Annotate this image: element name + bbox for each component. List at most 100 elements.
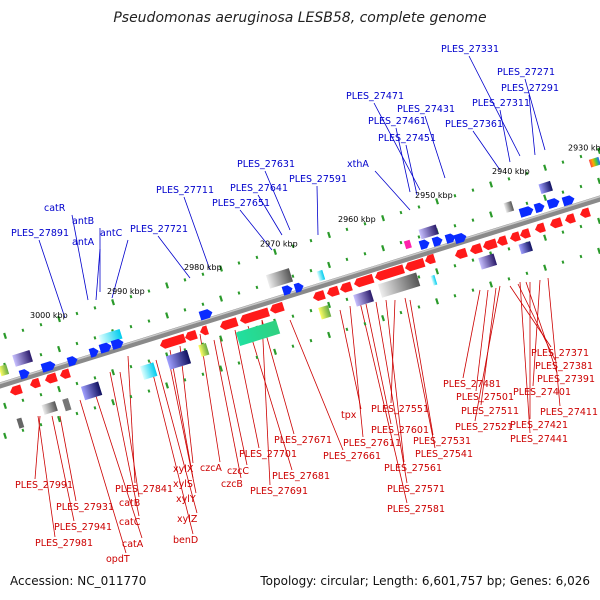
scale-tick	[39, 352, 43, 357]
bottom-gene-label[interactable]: PLES_27981	[35, 538, 93, 549]
scale-tick	[219, 265, 223, 272]
reverse-gene-arrow	[269, 301, 285, 314]
top-gene-label[interactable]: PLES_27631	[237, 159, 295, 170]
bottom-gene-label[interactable]: czcA	[200, 463, 222, 474]
top-gene-label[interactable]: antC	[100, 228, 123, 239]
leader-line	[167, 355, 197, 494]
bottom-gene-label[interactable]: PLES_27561	[384, 463, 442, 474]
forward-gene-arrow	[198, 309, 213, 321]
top-gene-label[interactable]: PLES_27471	[346, 91, 404, 102]
bottom-gene-label[interactable]: PLES_27501	[456, 392, 514, 403]
bottom-gene-label[interactable]: xylX	[173, 464, 194, 475]
top-gene-label[interactable]: PLES_27711	[156, 185, 214, 196]
bottom-gene-label[interactable]: PLES_27391	[537, 374, 595, 385]
bottom-gene-label[interactable]: PLES_27991	[15, 480, 73, 491]
scale-label: 2960 kbp	[338, 215, 376, 224]
top-gene-label[interactable]: PLES_27461	[368, 116, 426, 127]
reverse-gene-arrow	[496, 235, 508, 246]
leader-line	[339, 309, 362, 410]
bottom-gene-label[interactable]: PLES_27521	[455, 422, 513, 433]
top-gene-label[interactable]: PLES_27591	[289, 174, 347, 185]
bottom-gene-label[interactable]: czcC	[227, 466, 249, 477]
bottom-gene-label[interactable]: PLES_27691	[250, 486, 308, 497]
top-gene-label[interactable]: PLES_27291	[501, 83, 559, 94]
top-gene-label[interactable]: xthA	[347, 159, 369, 170]
bottom-gene-label[interactable]: PLES_27421	[510, 420, 568, 431]
bottom-gene-label[interactable]: PLES_27601	[371, 425, 429, 436]
bottom-gene-label[interactable]: catB	[119, 498, 140, 509]
top-gene-label[interactable]: antB	[72, 216, 94, 227]
leader-line	[424, 115, 446, 179]
bottom-gene-label[interactable]: PLES_27661	[323, 451, 381, 462]
bottom-gene-label[interactable]: PLES_27671	[274, 435, 332, 446]
bottom-gene-label[interactable]: xylS	[173, 479, 193, 490]
top-gene-label[interactable]: PLES_27271	[497, 67, 555, 78]
gc-block	[377, 272, 421, 298]
top-gene-label[interactable]: PLES_27891	[11, 228, 69, 239]
bottom-gene-label[interactable]: PLES_27931	[56, 502, 114, 513]
leader-line	[264, 170, 291, 231]
bottom-gene-label[interactable]: PLES_27481	[443, 379, 501, 390]
scale-tick	[363, 252, 367, 256]
gc-block	[12, 350, 33, 367]
top-gene-label[interactable]: PLES_27721	[130, 224, 188, 235]
bottom-gene-label[interactable]: PLES_27441	[510, 434, 568, 445]
scale-tick	[579, 184, 583, 189]
scale-tick	[597, 217, 600, 225]
bottom-gene-label[interactable]: PLES_27541	[415, 449, 473, 460]
reverse-gene-arrow	[534, 222, 546, 233]
scale-label: 2980 kbp	[184, 263, 222, 272]
scale-tick	[561, 230, 565, 234]
top-gene-label[interactable]: catR	[44, 203, 66, 214]
bottom-gene-label[interactable]: PLES_27401	[513, 387, 571, 398]
bottom-gene-label[interactable]: PLES_27611	[343, 438, 401, 449]
bottom-gene-label[interactable]: PLES_27681	[272, 471, 330, 482]
forward-gene-arrow	[546, 198, 560, 210]
bottom-gene-label[interactable]: xylZ	[177, 514, 198, 525]
bottom-gene-label[interactable]: catA	[122, 539, 144, 550]
forward-gene-arrow	[444, 233, 456, 244]
scale-tick	[219, 365, 223, 372]
reverse-gene-arrow	[564, 213, 576, 224]
bottom-gene-label[interactable]: PLES_27411	[540, 407, 598, 418]
bottom-gene-label[interactable]: catC	[119, 517, 141, 528]
bottom-gene-label[interactable]: PLES_27531	[413, 436, 471, 447]
scale-label: 2930 kbp	[568, 144, 600, 153]
bottom-gene-label[interactable]: tpx	[341, 410, 357, 421]
leader-line	[51, 415, 75, 522]
top-gene-label[interactable]: PLES_27361	[445, 119, 503, 130]
bottom-gene-label[interactable]: PLES_27841	[115, 484, 173, 495]
top-gene-label[interactable]: antA	[72, 237, 95, 248]
top-gene-label[interactable]: PLES_27451	[378, 133, 436, 144]
scale-tick	[291, 344, 295, 348]
top-gene-label[interactable]: PLES_27431	[397, 104, 455, 115]
gc-block	[80, 381, 103, 401]
bottom-gene-label[interactable]: PLES_27551	[371, 404, 429, 415]
bottom-gene-label[interactable]: PLES_27381	[535, 361, 593, 372]
forward-gene-arrow	[293, 282, 304, 293]
top-gene-label[interactable]: PLES_27331	[441, 44, 499, 55]
leader-line	[528, 94, 536, 156]
scale-labels: 2930 kbp 2940 kbp 2950 kbp 2960 kbp 2970 kbp…	[30, 144, 600, 321]
bottom-gene-label[interactable]: benD	[173, 535, 198, 546]
bottom-gene-label[interactable]: opdT	[106, 554, 130, 565]
top-gene-label[interactable]: PLES_27311	[472, 98, 530, 109]
leader-line	[213, 339, 242, 479]
scale-tick	[111, 299, 115, 306]
bottom-gene-label[interactable]: PLES_27371	[531, 348, 589, 359]
bottom-gene-label[interactable]: PLES_27701	[239, 449, 297, 460]
bottom-gene-label[interactable]: czcB	[221, 479, 243, 490]
bottom-gene-label[interactable]: PLES_27511	[461, 406, 519, 417]
bottom-gene-label[interactable]: PLES_27941	[54, 522, 112, 533]
leader-line	[38, 239, 66, 319]
bottom-gene-label[interactable]: PLES_27571	[387, 484, 445, 495]
top-gene-label[interactable]: PLES_27651	[212, 198, 270, 209]
scale-tick	[93, 376, 97, 380]
reverse-gene-arrow	[240, 307, 270, 324]
top-gene-label[interactable]: PLES_27641	[230, 183, 288, 194]
scale-tick	[435, 198, 439, 205]
leader-line	[375, 301, 408, 484]
bottom-gene-label[interactable]: PLES_27581	[387, 504, 445, 515]
forward-gene-arrow	[110, 338, 124, 350]
bottom-gene-label[interactable]: xylY	[176, 494, 196, 505]
